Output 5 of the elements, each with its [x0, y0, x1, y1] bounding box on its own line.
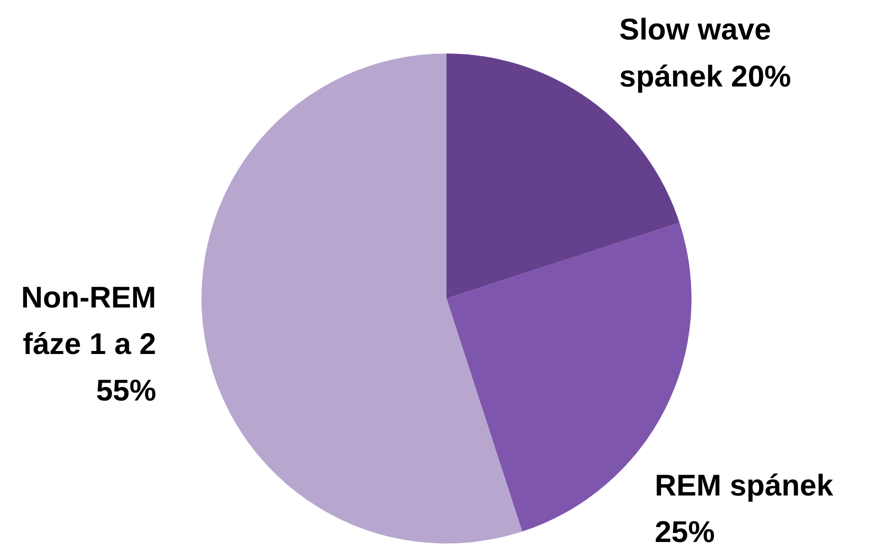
data-label: 25%: [654, 516, 715, 547]
data-label: 55%: [96, 374, 156, 408]
slice-label: Non-REM fáze 1 a 2: [21, 281, 156, 361]
slice-label: Slow wave spánek 20%: [619, 14, 792, 94]
slice-label: REM spánek: [654, 469, 834, 502]
